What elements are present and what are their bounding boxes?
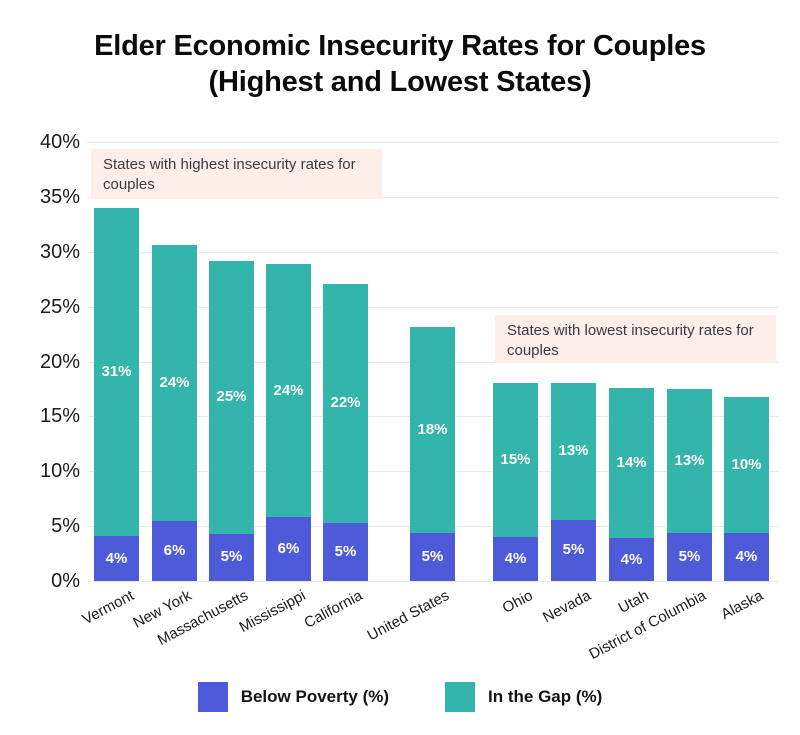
bar-segment-in-the-gap-6[interactable] (493, 383, 538, 538)
bar-value-label-in-the-gap: 25% (216, 388, 247, 406)
bar-value-label-below-poverty: 4% (735, 547, 758, 565)
bar-value-label-in-the-gap: 18% (417, 421, 448, 439)
bar-segment-below-poverty-7[interactable] (551, 519, 596, 581)
x-axis-label-nevada: Nevada (539, 587, 594, 627)
x-axis-label-united-states: United States (364, 587, 453, 645)
bar-segment-in-the-gap-9[interactable] (667, 388, 712, 533)
bar-segment-in-the-gap-3[interactable] (266, 263, 311, 518)
legend-item-in-the-gap[interactable]: In the Gap (%) (445, 682, 602, 712)
legend-label-in-the-gap: In the Gap (%) (488, 687, 603, 706)
bar-value-label-in-the-gap: 13% (674, 451, 705, 469)
gridline-0 (87, 581, 778, 582)
x-axis-label-vermont: Vermont (79, 587, 137, 629)
x-axis-label-utah: Utah (615, 587, 652, 617)
gridline-40 (87, 142, 778, 143)
y-axis-tick-label: 20% (39, 350, 80, 373)
bar-segment-below-poverty-1[interactable] (152, 520, 197, 581)
bar-value-label-in-the-gap: 22% (330, 394, 361, 412)
bar-segment-in-the-gap-5[interactable] (410, 327, 455, 533)
bar-segment-in-the-gap-1[interactable] (152, 245, 197, 521)
bar-value-label-below-poverty: 5% (562, 541, 585, 559)
y-axis-tick-label: 15% (39, 405, 80, 428)
bar-segment-below-poverty-6[interactable] (493, 537, 538, 581)
y-axis-tick-label: 25% (39, 295, 80, 318)
bar-value-label-in-the-gap: 24% (273, 381, 304, 399)
bar-segment-in-the-gap-10[interactable] (724, 396, 769, 533)
chart-title-line1: Elder Economic Insecurity Rates for Coup… (94, 30, 706, 62)
y-axis-tick-label: 0% (51, 570, 80, 592)
bar-segment-below-poverty-10[interactable] (724, 532, 769, 581)
bar-value-label-in-the-gap: 24% (159, 373, 190, 391)
bar-segment-below-poverty-3[interactable] (266, 517, 311, 581)
y-axis-tick-label: 30% (39, 240, 80, 263)
bar-value-label-below-poverty: 4% (620, 550, 643, 568)
bar-segment-below-poverty-9[interactable] (667, 532, 712, 581)
chart-title: Elder Economic Insecurity Rates for Coup… (0, 28, 800, 100)
bar-value-label-below-poverty: 5% (334, 542, 357, 560)
legend-item-below-poverty[interactable]: Below Poverty (%) (197, 682, 390, 712)
legend: Below Poverty (%) In the Gap (%) (0, 682, 800, 712)
y-axis-tick-label: 5% (51, 515, 80, 538)
x-axis-label-alaska: Alaska (718, 587, 767, 624)
bar-segment-in-the-gap-4[interactable] (323, 283, 368, 523)
bar-segment-in-the-gap-0[interactable] (94, 207, 139, 536)
y-axis-tick-label: 35% (39, 185, 80, 208)
bar-value-label-below-poverty: 5% (421, 547, 444, 565)
bar-value-label-below-poverty: 6% (163, 541, 186, 559)
bar-segment-below-poverty-0[interactable] (94, 536, 139, 581)
bar-value-label-in-the-gap: 14% (616, 454, 647, 472)
annotation-highest-states: States with highest insecurity rates for… (91, 149, 382, 199)
gridline-35 (87, 196, 778, 198)
below-poverty-swatch-icon (197, 682, 228, 712)
bar-segment-in-the-gap-2[interactable] (209, 260, 254, 534)
y-axis-tick-label: 40% (39, 131, 80, 153)
annotation-lowest-states: States with lowest insecurity rates for … (495, 315, 776, 363)
bar-value-label-below-poverty: 6% (277, 540, 300, 558)
bar-value-label-in-the-gap: 15% (500, 451, 531, 469)
x-axis-label-california: California (301, 587, 366, 632)
bar-value-label-below-poverty: 5% (678, 547, 701, 565)
bar-segment-below-poverty-2[interactable] (209, 533, 254, 581)
bar-segment-in-the-gap-7[interactable] (551, 383, 596, 520)
bar-value-label-below-poverty: 5% (220, 548, 243, 566)
in-the-gap-swatch-icon (445, 682, 476, 712)
bar-value-label-in-the-gap: 31% (101, 362, 132, 380)
bar-value-label-in-the-gap: 10% (731, 455, 762, 473)
gridline-25 (87, 306, 778, 308)
legend-label-below-poverty: Below Poverty (%) (240, 687, 390, 706)
y-axis-tick-label: 10% (39, 460, 80, 483)
gridline-30 (87, 251, 778, 253)
bar-segment-below-poverty-5[interactable] (410, 532, 455, 581)
bar-value-label-below-poverty: 4% (105, 549, 128, 567)
chart-title-line2: (Highest and Lowest States) (208, 66, 592, 98)
bar-segment-below-poverty-4[interactable] (323, 522, 368, 581)
bar-segment-in-the-gap-8[interactable] (609, 387, 654, 539)
bar-segment-below-poverty-8[interactable] (609, 538, 654, 581)
bar-value-label-below-poverty: 4% (504, 550, 527, 568)
x-axis-label-ohio: Ohio (499, 587, 536, 617)
bar-value-label-in-the-gap: 13% (558, 442, 589, 460)
